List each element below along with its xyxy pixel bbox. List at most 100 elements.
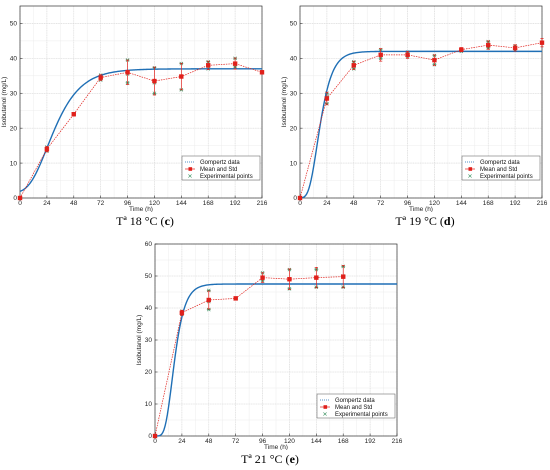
mean-marker	[314, 275, 319, 280]
legend-experimental-label: Experimental points	[200, 174, 253, 180]
mean-line	[154, 276, 344, 437]
legend-experimental-swatch	[468, 174, 472, 178]
x-tick-label: 24	[178, 438, 186, 445]
mean-marker	[405, 52, 410, 58]
legend-mean-marker	[188, 167, 193, 171]
y-axis-label: Isobutanol (mg/L)	[1, 77, 8, 128]
y-tick-label: 30	[10, 90, 18, 97]
legend-box	[316, 393, 396, 419]
mean-marker	[125, 70, 130, 75]
mean-marker	[232, 61, 238, 66]
mean-marker	[486, 42, 491, 48]
chart-panel-c: 0 24 48 72 96 120 144 168 192 216 0 10 20 30 40 50 Time …	[0, 0, 270, 212]
y-tick-label: 40	[145, 305, 153, 312]
x-tick-label: 72	[97, 200, 105, 207]
y-tick-label: 10	[290, 160, 298, 167]
x-tick-label: 48	[205, 438, 213, 445]
legend-experimental-label: Experimental points	[480, 174, 533, 180]
y-tick-label: 50	[290, 21, 298, 28]
x-tick-label: 72	[232, 438, 240, 445]
y-tick-label: 30	[145, 337, 153, 344]
caption-e-suffix: )	[294, 452, 299, 466]
x-tick-label: 72	[377, 200, 385, 207]
x-tick-label: 48	[350, 200, 358, 207]
caption-d-prefix: Tª 19 °C (	[395, 214, 444, 228]
mean-marker	[260, 275, 265, 280]
mean-marker	[71, 112, 76, 117]
x-tick-label: 0	[153, 438, 157, 445]
x-ticks: 0 24 48 72 96 120 144 168 192 216	[153, 433, 403, 445]
y-tick-label: 30	[290, 90, 298, 97]
y-axis-label: Isobutanol (mg/L)	[281, 77, 288, 128]
y-ticks: 0 10 20 30 40 50 60	[145, 241, 158, 440]
legend-gompertz-label: Gompertz data	[335, 398, 375, 404]
x-tick-label: 168	[338, 438, 349, 445]
caption-c-letter: c	[164, 214, 170, 228]
y-tick-label: 0	[293, 195, 297, 202]
series-mean	[152, 265, 346, 439]
x-tick-label: 192	[510, 200, 521, 207]
axes-frame	[19, 5, 263, 199]
legend-box	[181, 155, 261, 181]
caption-e-letter: e	[289, 452, 295, 466]
y-tick-label: 40	[290, 56, 298, 63]
mean-marker	[44, 146, 50, 152]
x-tick-label: 144	[176, 200, 187, 207]
x-tick-label: 0	[298, 200, 302, 207]
x-axis-label: Time (h)	[264, 444, 288, 450]
y-tick-label: 50	[10, 21, 18, 28]
axes-frame	[299, 5, 543, 199]
caption-e: Tª 21 °C (e)	[210, 452, 330, 467]
x-axis-label: Time (h)	[129, 206, 153, 212]
mean-marker	[297, 195, 303, 201]
mean-marker	[351, 63, 356, 68]
mean-marker	[259, 70, 265, 75]
y-tick-label: 60	[145, 241, 153, 248]
x-tick-label: 120	[284, 438, 295, 445]
legend-experimental-swatch	[188, 174, 192, 178]
mean-marker	[512, 45, 518, 51]
mean-marker	[459, 47, 464, 52]
mean-marker	[152, 433, 158, 439]
caption-c-suffix: )	[169, 214, 174, 228]
mean-marker	[341, 274, 346, 279]
y-ticks: 0 10 20 30 40 50	[290, 21, 303, 202]
chart-panel-e: 0 24 48 72 96 120 144 168 192 216 0 10 20 30 40 50 60 Tim…	[135, 238, 405, 450]
mean-marker	[324, 96, 330, 101]
legend-mean-marker	[323, 405, 328, 409]
x-tick-label: 192	[365, 438, 376, 445]
x-tick-label: 96	[404, 200, 412, 207]
chart-panel-d: 0 24 48 72 96 120 144 168 192 216 0 10 20 30 40 50 Time …	[280, 0, 550, 212]
mean-marker	[17, 195, 23, 201]
x-tick-label: 0	[18, 200, 22, 207]
x-tick-label: 168	[483, 200, 494, 207]
y-tick-label: 40	[10, 56, 18, 63]
series-mean	[17, 57, 265, 201]
legend-gompertz-label: Gompertz data	[480, 160, 520, 166]
x-tick-label: 216	[537, 200, 548, 207]
mean-marker	[432, 57, 437, 63]
mean-marker	[287, 277, 292, 282]
experimental-point	[206, 288, 211, 293]
y-tick-label: 10	[10, 160, 18, 167]
x-ticks: 0 24 48 72 96 120 144 168 192 216	[18, 195, 268, 207]
x-tick-label: 120	[149, 200, 160, 207]
y-tick-label: 20	[290, 125, 298, 132]
x-tick-label: 216	[392, 438, 403, 445]
legend-mean-marker	[468, 167, 473, 171]
caption-c: Tª 18 °C (c)	[85, 214, 205, 229]
mean-marker	[206, 297, 211, 303]
x-tick-label: 144	[311, 438, 322, 445]
chart-e: 0 24 48 72 96 120 144 168 192 216 0 10 20 30 40 50 60 Tim…	[136, 241, 403, 450]
series-mean	[297, 38, 545, 201]
mean-marker	[206, 63, 211, 68]
caption-e-prefix: Tª 21 °C (	[241, 452, 290, 466]
legend-mean-label: Mean and Std	[335, 405, 372, 411]
chart-d: 0 24 48 72 96 120 144 168 192 216 0 10 20 30 40 50 Time …	[281, 5, 548, 212]
y-axis-label: Isobutanol (mg/L)	[136, 315, 143, 366]
y-tick-label: 20	[10, 125, 18, 132]
caption-c-prefix: Tª 18 °C (	[116, 214, 165, 228]
